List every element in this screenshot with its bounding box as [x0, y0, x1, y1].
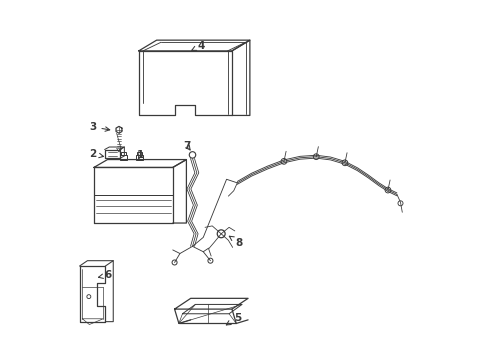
Text: 2: 2: [89, 149, 103, 159]
Bar: [136, 155, 143, 159]
Text: 4: 4: [191, 41, 205, 50]
Text: 6: 6: [98, 270, 112, 280]
Text: 3: 3: [89, 122, 109, 132]
Text: 8: 8: [229, 236, 242, 248]
Bar: [137, 152, 142, 155]
Text: 7: 7: [183, 141, 190, 151]
Text: 5: 5: [226, 313, 241, 325]
Text: 1: 1: [137, 150, 144, 160]
Bar: [120, 155, 127, 159]
Bar: [121, 152, 126, 155]
